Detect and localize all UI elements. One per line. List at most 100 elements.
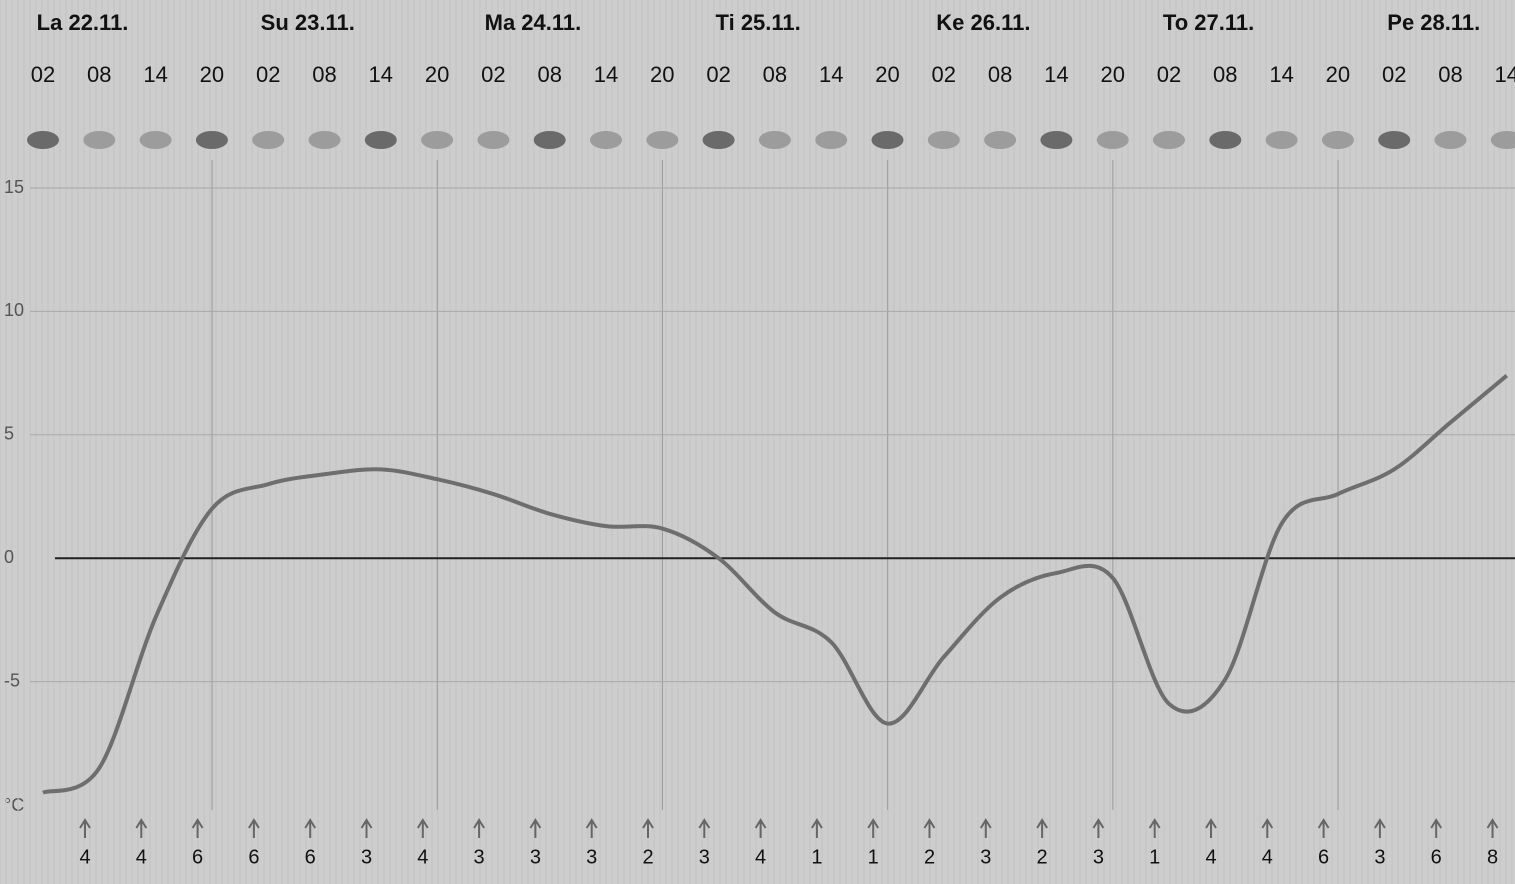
weather-icon xyxy=(1490,131,1515,149)
day-label: Ke 26.11. xyxy=(936,10,1030,35)
cloud xyxy=(364,131,397,149)
cloud xyxy=(533,131,566,149)
cloud xyxy=(477,131,510,149)
wind-speed: 6 xyxy=(192,846,203,868)
wind-arrow xyxy=(135,818,148,838)
hour-label: 08 xyxy=(537,62,561,87)
wind-arrow xyxy=(248,818,260,838)
wind-arrow xyxy=(529,818,542,838)
hour-label: 14 xyxy=(369,62,393,87)
hour-label: 14 xyxy=(594,62,618,87)
hour-label: 02 xyxy=(1157,62,1181,87)
weather-icon xyxy=(195,131,228,149)
cloud xyxy=(1153,131,1185,149)
wind-arrow xyxy=(867,818,880,838)
wind-arrow xyxy=(979,818,992,838)
hour-label: 02 xyxy=(706,62,730,87)
y-tick-label: 0 xyxy=(4,547,14,567)
y-unit: °C xyxy=(4,795,24,815)
wind-speed: 6 xyxy=(305,846,316,868)
cloud xyxy=(702,131,735,149)
wind-speed: 4 xyxy=(1262,846,1273,868)
cloud xyxy=(1490,131,1515,149)
weather-icon xyxy=(308,131,341,149)
wind-speed: 3 xyxy=(586,846,597,868)
hour-label: 20 xyxy=(1326,62,1350,87)
cloud xyxy=(195,131,228,149)
hour-label: 08 xyxy=(312,62,336,87)
wind-arrow xyxy=(1317,818,1330,838)
cloud xyxy=(1321,131,1354,149)
weather-icon xyxy=(252,131,285,149)
wind-speed: 4 xyxy=(136,846,147,868)
weather-icon xyxy=(421,131,454,149)
wind-arrow xyxy=(1205,818,1217,838)
wind-speed: 4 xyxy=(1205,846,1216,868)
wind-speed: 2 xyxy=(924,846,935,868)
wind-speed: 4 xyxy=(755,846,766,868)
hour-label: 02 xyxy=(31,62,55,87)
weather-icon xyxy=(1153,131,1185,149)
weather-icon xyxy=(364,131,397,149)
weather-icon xyxy=(139,131,172,149)
cloud xyxy=(590,131,622,149)
cloud xyxy=(308,131,341,149)
wind-arrow xyxy=(304,818,317,838)
day-label: To 27.11. xyxy=(1163,10,1254,35)
wind-speed: 3 xyxy=(980,846,991,868)
weather-icon xyxy=(815,131,848,149)
hour-label: 02 xyxy=(481,62,505,87)
weather-icon xyxy=(1265,131,1298,149)
wind-arrow xyxy=(1374,818,1386,838)
wind-arrow xyxy=(1261,818,1274,838)
hour-label: 02 xyxy=(256,62,280,87)
wind-arrow xyxy=(1430,818,1443,838)
weather-icon xyxy=(702,131,735,149)
weather-icon xyxy=(758,131,791,149)
weather-icon xyxy=(1321,131,1354,149)
wind-speed: 3 xyxy=(474,846,485,868)
hour-label: 20 xyxy=(650,62,674,87)
cloud xyxy=(83,131,116,149)
cloud xyxy=(1096,131,1129,149)
hour-label: 14 xyxy=(819,62,843,87)
cloud xyxy=(1040,131,1073,149)
wind-arrow xyxy=(642,818,654,838)
wind-arrow xyxy=(191,818,204,838)
cloud xyxy=(984,131,1017,149)
cloud xyxy=(27,131,59,149)
hour-label: 20 xyxy=(875,62,899,87)
wind-speed: 3 xyxy=(530,846,541,868)
wind-speed: 4 xyxy=(417,846,428,868)
wind-speed: 3 xyxy=(1093,846,1104,868)
cloud xyxy=(1265,131,1298,149)
weather-icon xyxy=(984,131,1017,149)
y-tick-label: 5 xyxy=(4,424,14,444)
cloud xyxy=(421,131,454,149)
weather-icon xyxy=(83,131,116,149)
wind-speed: 4 xyxy=(79,846,90,868)
cloud xyxy=(815,131,848,149)
wind-arrow xyxy=(811,818,823,838)
wind-speed: 3 xyxy=(1374,846,1385,868)
wind-arrow xyxy=(360,818,373,838)
weather-icon xyxy=(477,131,510,149)
hour-label: 14 xyxy=(1269,62,1293,87)
wind-arrow xyxy=(1036,818,1048,838)
weather-icon xyxy=(1434,131,1467,149)
wind-speed: 6 xyxy=(248,846,259,868)
weather-icon xyxy=(590,131,622,149)
temperature-line xyxy=(42,374,1509,795)
wind-arrow xyxy=(698,818,711,838)
wind-speed: 2 xyxy=(642,846,653,868)
day-label: Su 23.11. xyxy=(261,10,355,35)
cloud xyxy=(871,131,904,149)
hour-label: 20 xyxy=(200,62,224,87)
y-tick-label: -5 xyxy=(4,670,20,690)
y-tick-label: 15 xyxy=(4,177,24,197)
weather-icon xyxy=(871,131,904,149)
wind-speed: 1 xyxy=(811,846,822,868)
cloud xyxy=(1434,131,1467,149)
wind-arrow xyxy=(1486,818,1499,838)
hour-label: 14 xyxy=(1495,62,1515,87)
